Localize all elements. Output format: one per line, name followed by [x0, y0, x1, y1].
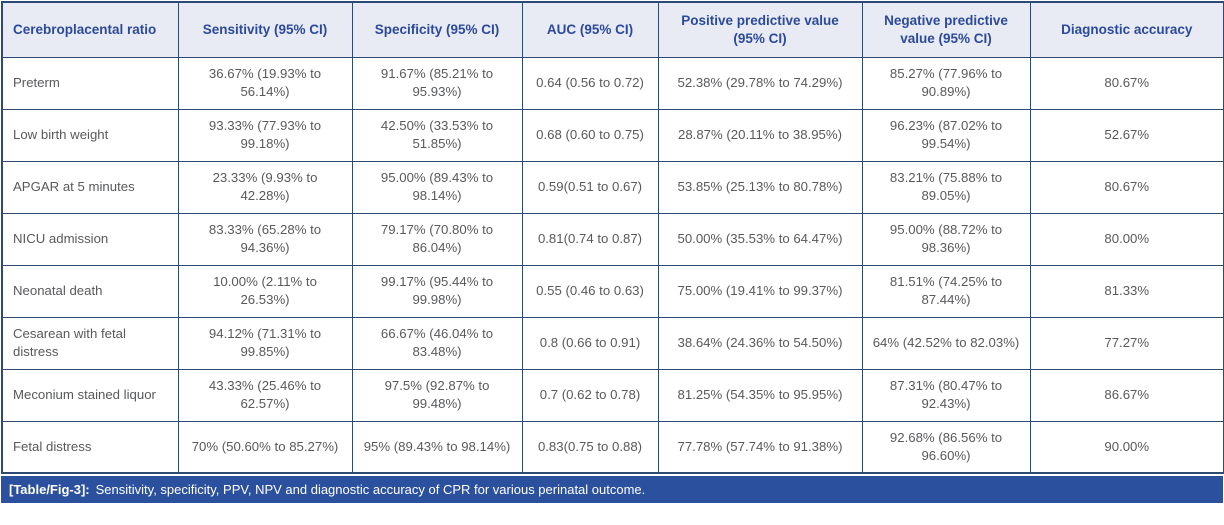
diagnostic-accuracy-table: Cerebroplacental ratio Sensitivity (95% C…: [1, 1, 1224, 475]
table-caption-label: [Table/Fig-3]:: [9, 482, 90, 498]
table-body: Preterm 36.67% (19.93% to 56.14%) 91.67% (…: [1, 56, 1224, 474]
table-cell: 83.21% (75.88% to 89.05%): [861, 160, 1031, 214]
table-cell: 85.27% (77.96% to 90.89%): [861, 56, 1031, 110]
table-cell: 66.67% (46.04% to 83.48%): [351, 316, 523, 370]
column-header: Cerebroplacental ratio: [1, 1, 179, 58]
table-cell: 50.00% (35.53% to 64.47%): [657, 212, 863, 266]
table-cell: 81.51% (74.25% to 87.44%): [861, 264, 1031, 318]
table-cell: 28.87% (20.11% to 38.95%): [657, 108, 863, 162]
table-cell: 94.12% (71.31% to 99.85%): [177, 316, 353, 370]
table-cell: 92.68% (86.56% to 96.60%): [861, 420, 1031, 474]
table-cell: 0.64 (0.56 to 0.72): [521, 56, 659, 110]
table-cell: 80.67%: [1029, 56, 1224, 110]
table-row: Low birth weight 93.33% (77.93% to 99.18%…: [1, 108, 1224, 162]
table-cell: 79.17% (70.80% to 86.04%): [351, 212, 523, 266]
table-cell: 81.25% (54.35% to 95.95%): [657, 368, 863, 422]
table-row: Neonatal death 10.00% (2.11% to 26.53%) 99…: [1, 264, 1224, 318]
row-label: NICU admission: [1, 212, 179, 266]
table-cell: 99.17% (95.44% to 99.98%): [351, 264, 523, 318]
table-cell: 70% (50.60% to 85.27%): [177, 420, 353, 474]
table-cell: 77.78% (57.74% to 91.38%): [657, 420, 863, 474]
table-cell: 93.33% (77.93% to 99.18%): [177, 108, 353, 162]
table-cell: 86.67%: [1029, 368, 1224, 422]
column-header: Sensitivity (95% CI): [177, 1, 353, 58]
table-cell: 0.59(0.51 to 0.67): [521, 160, 659, 214]
table-cell: 95.00% (88.72% to 98.36%): [861, 212, 1031, 266]
table-cell: 0.68 (0.60 to 0.75): [521, 108, 659, 162]
row-label: Cesarean with fetal distress: [1, 316, 179, 370]
table-cell: 0.8 (0.66 to 0.91): [521, 316, 659, 370]
table-caption-text: Sensitivity, specificity, PPV, NPV and d…: [95, 482, 646, 498]
table-cell: 38.64% (24.36% to 54.50%): [657, 316, 863, 370]
table-cell: 75.00% (19.41% to 99.37%): [657, 264, 863, 318]
row-label: APGAR at 5 minutes: [1, 160, 179, 214]
table-header-row: Cerebroplacental ratio Sensitivity (95% C…: [1, 1, 1224, 58]
table-cell: 96.23% (87.02% to 99.54%): [861, 108, 1031, 162]
table-cell: 42.50% (33.53% to 51.85%): [351, 108, 523, 162]
row-label: Low birth weight: [1, 108, 179, 162]
column-header: Negative predictive value (95% CI): [861, 1, 1031, 58]
row-label: Fetal distress: [1, 420, 179, 474]
row-label: Meconium stained liquor: [1, 368, 179, 422]
table-cell: 0.81(0.74 to 0.87): [521, 212, 659, 266]
table-cell: 36.67% (19.93% to 56.14%): [177, 56, 353, 110]
table-cell: 87.31% (80.47% to 92.43%): [861, 368, 1031, 422]
table-cell: 83.33% (65.28% to 94.36%): [177, 212, 353, 266]
table-caption: [Table/Fig-3]: Sensitivity, specificity,…: [1, 476, 1223, 504]
table-row: NICU admission 83.33% (65.28% to 94.36%) 7…: [1, 212, 1224, 266]
table-cell: 81.33%: [1029, 264, 1224, 318]
table-cell: 52.38% (29.78% to 74.29%): [657, 56, 863, 110]
table-cell: 91.67% (85.21% to 95.93%): [351, 56, 523, 110]
column-header: AUC (95% CI): [521, 1, 659, 58]
table-cell: 10.00% (2.11% to 26.53%): [177, 264, 353, 318]
table-cell: 43.33% (25.46% to 62.57%): [177, 368, 353, 422]
table-cell: 80.00%: [1029, 212, 1224, 266]
table-cell: 90.00%: [1029, 420, 1224, 474]
table-cell: 77.27%: [1029, 316, 1224, 370]
table-cell: 52.67%: [1029, 108, 1224, 162]
table-cell: 53.85% (25.13% to 80.78%): [657, 160, 863, 214]
row-label: Neonatal death: [1, 264, 179, 318]
table-cell: 97.5% (92.87% to 99.48%): [351, 368, 523, 422]
table-row: Cesarean with fetal distress 94.12% (71.3…: [1, 316, 1224, 370]
table-cell: 0.55 (0.46 to 0.63): [521, 264, 659, 318]
column-header: Positive predictive value (95% CI): [657, 1, 863, 58]
column-header: Diagnostic accuracy: [1029, 1, 1224, 58]
table-cell: 0.7 (0.62 to 0.78): [521, 368, 659, 422]
table-cell: 95.00% (89.43% to 98.14%): [351, 160, 523, 214]
table-cell: 0.83(0.75 to 0.88): [521, 420, 659, 474]
table-cell: 80.67%: [1029, 160, 1224, 214]
table-cell: 23.33% (9.93% to 42.28%): [177, 160, 353, 214]
table-cell: 64% (42.52% to 82.03%): [861, 316, 1031, 370]
table-row: APGAR at 5 minutes 23.33% (9.93% to 42.28…: [1, 160, 1224, 214]
table-cell: 95% (89.43% to 98.14%): [351, 420, 523, 474]
column-header: Specificity (95% CI): [351, 1, 523, 58]
row-label: Preterm: [1, 56, 179, 110]
table-row: Preterm 36.67% (19.93% to 56.14%) 91.67% (…: [1, 56, 1224, 110]
table-row: Fetal distress 70% (50.60% to 85.27%) 95% …: [1, 420, 1224, 474]
table-row: Meconium stained liquor 43.33% (25.46% to…: [1, 368, 1224, 422]
